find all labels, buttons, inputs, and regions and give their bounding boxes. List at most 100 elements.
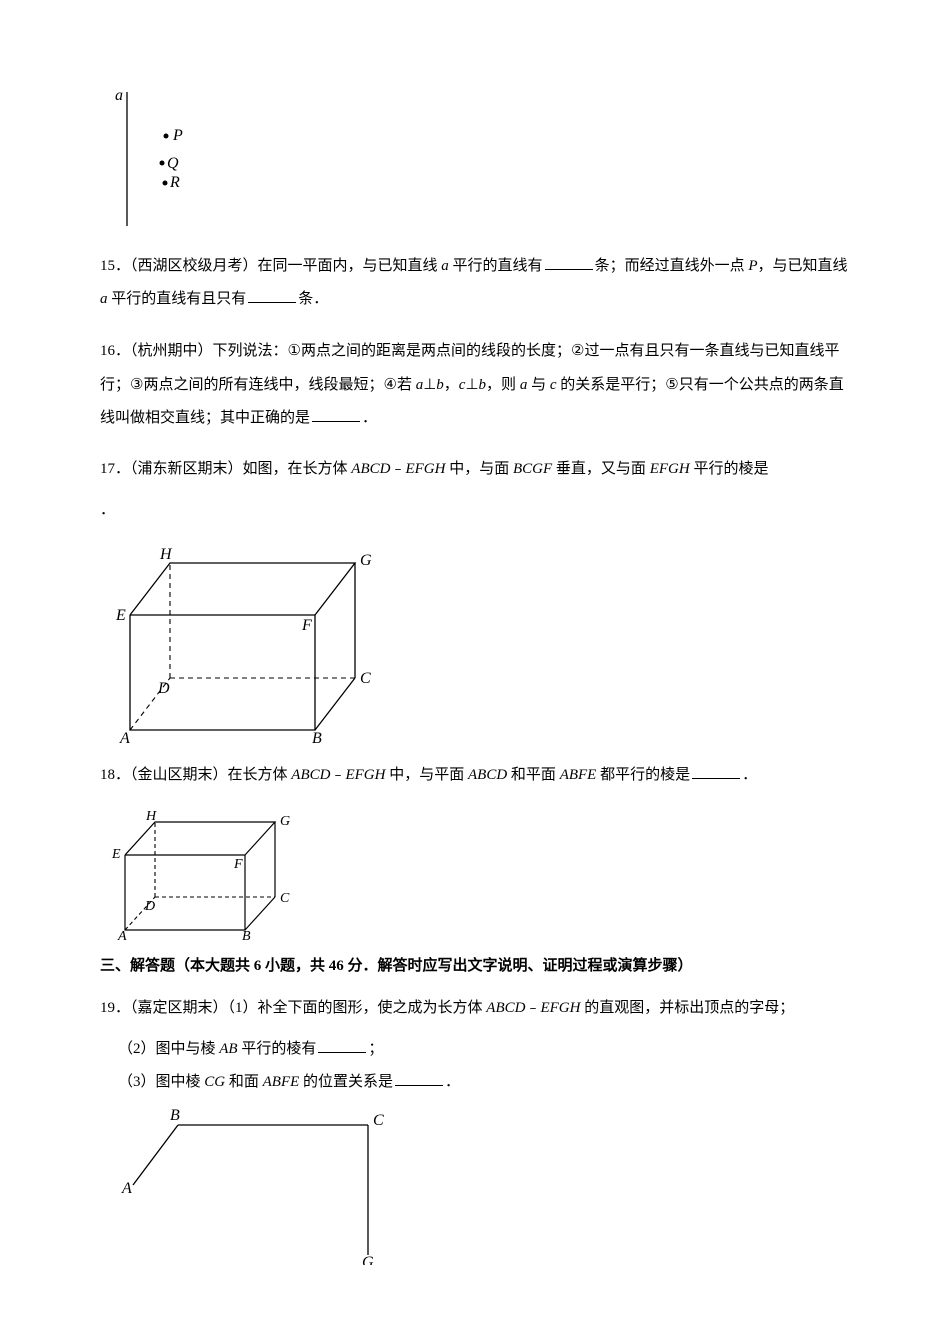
q16-perp2: ⊥: [465, 377, 478, 393]
q16-t1: 下列说法：: [213, 343, 288, 359]
point-q: [160, 161, 165, 166]
q16-s4c: 与: [527, 377, 550, 393]
circ3: ③: [130, 368, 143, 401]
q17-src: （浦东新区期末）: [130, 461, 243, 477]
q17-end: ．: [100, 502, 115, 518]
question-19: 19．（嘉定区期末）（1）补全下面的图形，使之成为长方体 ABCD﹣EFGH 的…: [100, 992, 855, 1025]
q18-t2: 中，与平面: [385, 767, 468, 783]
q16-perp1: ⊥: [423, 377, 436, 393]
lbl18-A: A: [117, 929, 127, 940]
lbl18-E: E: [111, 847, 121, 862]
q16-comma1: ，: [444, 377, 459, 393]
blank: [248, 288, 296, 303]
q19-p3a: （3）图中棱: [118, 1074, 204, 1090]
q15-a2: a: [100, 291, 108, 307]
q18-src: （金山区期末）: [130, 767, 228, 783]
blank: [318, 1038, 366, 1053]
lbl18-F: F: [233, 857, 243, 872]
point-r: [163, 181, 168, 186]
q16-s4a: 若: [397, 377, 416, 393]
q19-p1b: 的直观图，并标出顶点的字母；: [580, 1000, 794, 1016]
lbl-H: H: [159, 546, 173, 563]
q19-p2end: ；: [368, 1041, 383, 1057]
question-18: 18．（金山区期末）在长方体 ABCD﹣EFGH 中，与平面 ABCD 和平面 …: [100, 759, 855, 792]
blank: [545, 255, 593, 270]
q19-ab: AB: [219, 1041, 237, 1057]
q18-end: ．: [742, 767, 757, 783]
q15-P: P: [748, 258, 757, 274]
q19-p2a: （2）图中与棱: [118, 1041, 219, 1057]
q16-s4b: ，则: [486, 377, 520, 393]
q16-end: ．: [362, 410, 377, 426]
q15-src: （西湖区校级月考）: [130, 258, 258, 274]
label-p: P: [172, 127, 183, 144]
blank: [395, 1071, 443, 1086]
lbl19-A: A: [121, 1180, 132, 1197]
lbl-A: A: [119, 730, 130, 745]
q16-b: b: [436, 377, 444, 393]
q19-abcd: ABCD: [486, 1000, 525, 1016]
q16-b2: b: [479, 377, 487, 393]
lbl19-B: B: [170, 1107, 180, 1124]
label-r: R: [169, 174, 180, 191]
figure-q14: a P Q R: [110, 86, 855, 236]
lbl18-G: G: [280, 814, 290, 829]
q18-efgh: EFGH: [345, 767, 385, 783]
q18-dash: ﹣: [330, 767, 345, 783]
figure-q19: A B C G: [118, 1105, 855, 1265]
q17-efgh: EFGH: [405, 461, 445, 477]
q15-a: a: [441, 258, 449, 274]
q17-efgh2: EFGH: [650, 461, 690, 477]
label-q: Q: [167, 155, 179, 172]
q19-dash: ﹣: [525, 1000, 540, 1016]
q19-num: 19．: [100, 1000, 130, 1016]
lbl-F: F: [301, 617, 312, 634]
q17-t2: 中，与面: [445, 461, 513, 477]
lbl-C: C: [360, 670, 371, 687]
q19-p3c: 的位置关系是: [299, 1074, 393, 1090]
q18-t3: 和平面: [507, 767, 560, 783]
q19-p3end: ．: [445, 1074, 460, 1090]
q17-dash: ﹣: [390, 461, 405, 477]
circ1: ①: [288, 334, 301, 367]
q18-t4: 都平行的棱是: [596, 767, 690, 783]
q19-part2: （2）图中与棱 AB 平行的棱有；: [118, 1033, 855, 1066]
question-16: 16．（杭州期中）下列说法：①两点之间的距离是两点间的线段的长度；②过一点有且只…: [100, 334, 855, 435]
q17-t3: 垂直，又与面: [552, 461, 650, 477]
q16-src: （杭州期中）: [130, 343, 213, 359]
q15-t5: 平行的直线有且只有: [108, 291, 247, 307]
q19-p1a: （1）补全下面的图形，使之成为长方体: [228, 1000, 487, 1016]
label-a: a: [115, 87, 123, 104]
q18-t1: 在长方体: [228, 767, 292, 783]
figure-q17: A B C D E F G H: [110, 545, 855, 745]
question-15: 15．（西湖区校级月考）在同一平面内，与已知直线 a 平行的直线有条；而经过直线…: [100, 250, 855, 316]
q16-s1: 两点之间的距离是两点间的线段的长度；: [301, 343, 571, 359]
lbl-D: D: [157, 680, 170, 697]
q16-num: 16．: [100, 343, 130, 359]
q18-abcd2: ABCD: [468, 767, 507, 783]
q19-src: （嘉定区期末）: [130, 1000, 228, 1016]
q15-t6: 条．: [298, 291, 328, 307]
circ2: ②: [571, 334, 584, 367]
lbl18-H: H: [145, 810, 157, 824]
section-3-title: 三、解答题（本大题共 6 小题，共 46 分．解答时应写出文字说明、证明过程或演…: [100, 954, 855, 978]
q18-abfe: ABFE: [560, 767, 597, 783]
q15-t2: 平行的直线有: [449, 258, 543, 274]
q17-t1: 如图，在长方体: [243, 461, 352, 477]
lbl18-D: D: [144, 899, 155, 914]
lbl18-B: B: [242, 929, 251, 940]
q17-abcd: ABCD: [351, 461, 390, 477]
point-p: [164, 134, 169, 139]
q15-t3a: 条；而经过直线外一点: [595, 258, 749, 274]
q18-num: 18．: [100, 767, 130, 783]
question-17: 17．（浦东新区期末）如图，在长方体 ABCD﹣EFGH 中，与面 BCGF 垂…: [100, 453, 855, 527]
q17-t4: 平行的棱是: [690, 461, 769, 477]
q17-num: 17．: [100, 461, 130, 477]
q17-bcgf: BCGF: [513, 461, 552, 477]
q19-cg: CG: [204, 1074, 225, 1090]
blank: [692, 764, 740, 779]
q19-p3b: 和面: [225, 1074, 263, 1090]
lbl-E: E: [115, 607, 126, 624]
lbl-B: B: [312, 730, 322, 745]
q15-t4: ，与已知直线: [758, 258, 848, 274]
